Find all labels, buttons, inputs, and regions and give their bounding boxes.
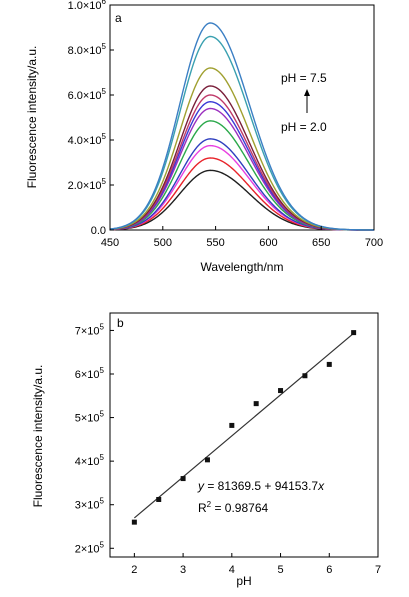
data-point xyxy=(180,476,186,482)
panel-b-y-tick-label-exp: 5 xyxy=(100,540,105,549)
panel-b-x-ticks: 2 3 4 5 6 7 xyxy=(131,553,381,576)
ph-low-annotation: pH = 2.0 xyxy=(281,120,327,134)
panel-a-y-tick-label-mantissa: 0.0 xyxy=(91,225,106,237)
r-squared: R2 = 0.98764 xyxy=(198,500,269,515)
panel-a-y-tick-label-base: ×10 xyxy=(83,45,102,57)
panel-a: a 450 500 550 600 650 700 0.02.0×1054.0×1056.… xyxy=(25,0,383,274)
panel-b-plot-frame xyxy=(109,312,379,558)
ph-high-annotation: pH = 7.5 xyxy=(281,71,327,85)
panel-b-x-tick-label: 2 xyxy=(131,564,137,576)
panel-b-points-group xyxy=(131,330,357,525)
panel-b-y-tick-label-exp: 5 xyxy=(100,497,105,506)
panel-a-y-axis-label: Fluorescence intensity/a.u. xyxy=(25,46,39,189)
panel-b-y-tick-label-exp: 5 xyxy=(100,322,105,331)
panel-b-y-tick-label: 3×105 xyxy=(75,497,105,512)
fit-equation-y: y xyxy=(197,479,205,493)
panel-a-y-tick-label-exp: 5 xyxy=(102,42,107,51)
panel-a-x-tick-label: 450 xyxy=(101,237,119,249)
panel-b-y-tick-label-mantissa: 3×10 xyxy=(75,500,100,512)
panel-b-x-tick-label: 3 xyxy=(180,564,186,576)
panel-a-y-tick-label: 0.0 xyxy=(91,225,106,237)
data-point xyxy=(302,373,308,379)
panel-a-y-tick-label-exp: 5 xyxy=(102,132,107,141)
panel-a-x-ticks: 450 500 550 600 650 700 xyxy=(101,226,383,249)
panel-b-x-axis-label: pH xyxy=(236,574,251,588)
data-point xyxy=(229,422,235,428)
panel-b-y-tick-label-mantissa: 2×10 xyxy=(75,543,100,555)
panel-a-y-tick-label: 2.0×105 xyxy=(68,177,107,192)
panel-a-y-tick-label-mantissa: 8.0 xyxy=(68,45,83,57)
panel-a-y-tick-label-exp: 6 xyxy=(102,0,107,6)
panel-b-fit-group xyxy=(133,332,355,519)
panel-a-y-tick-label: 6.0×105 xyxy=(68,87,107,102)
panel-b-y-tick-label: 2×105 xyxy=(75,540,105,555)
panel-a-x-tick-label: 500 xyxy=(154,237,172,249)
panel-a-label: a xyxy=(115,11,122,25)
panel-b-y-tick-label: 6×105 xyxy=(75,366,105,381)
panel-a-y-tick-label-base: ×10 xyxy=(83,135,102,147)
panel-b-y-tick-label-exp: 5 xyxy=(100,453,105,462)
panel-a-y-tick-label-base: ×10 xyxy=(83,0,102,12)
r-squared-value: = 0.98764 xyxy=(211,501,268,515)
fit-equation: y = 81369.5 + 94153.7x xyxy=(197,479,325,493)
panel-a-x-tick-label: 700 xyxy=(365,237,383,249)
panel-a-y-tick-label-base: ×10 xyxy=(83,180,102,192)
panel-a-x-tick-label: 600 xyxy=(259,237,277,249)
panel-b-y-tick-label-exp: 5 xyxy=(100,366,105,375)
panel-a-y-tick-label: 1.0×106 xyxy=(68,0,107,12)
panel-b-x-tick-label: 5 xyxy=(277,564,283,576)
panel-b-x-tick-label: 6 xyxy=(326,564,332,576)
panel-b-x-tick-label: 7 xyxy=(375,564,381,576)
panel-a-y-tick-label-exp: 5 xyxy=(102,177,107,186)
data-point xyxy=(278,388,284,394)
panel-a-series-group xyxy=(109,22,375,231)
ph-arrow-head xyxy=(304,89,310,96)
panel-a-y-tick-label: 4.0×105 xyxy=(68,132,107,147)
panel-a-y-tick-label-mantissa: 2.0 xyxy=(68,180,83,192)
r-squared-sup: 2 xyxy=(207,500,212,509)
fit-line xyxy=(133,332,355,519)
panel-b-y-tick-label: 4×105 xyxy=(75,453,105,468)
panel-a-plot-frame xyxy=(109,4,375,231)
fit-equation-body: = 81369.5 + 94153.7 xyxy=(204,479,318,493)
data-point xyxy=(253,401,259,407)
fit-equation-x: x xyxy=(317,479,325,493)
panel-a-y-tick-label-mantissa: 1.0 xyxy=(68,0,83,12)
panel-a-y-tick-label-mantissa: 4.0 xyxy=(68,135,83,147)
panel-a-x-axis-label: Wavelength/nm xyxy=(201,260,284,274)
data-point xyxy=(131,519,137,525)
panel-b-label: b xyxy=(117,316,124,330)
panel-b-y-tick-label-mantissa: 7×10 xyxy=(75,325,100,337)
data-point xyxy=(204,457,210,463)
data-point xyxy=(351,330,357,336)
panel-a-y-tick-label: 8.0×105 xyxy=(68,42,107,57)
panel-a-x-tick-label: 650 xyxy=(312,237,330,249)
panel-b-y-tick-label-mantissa: 6×10 xyxy=(75,369,100,381)
panel-b-y-tick-label: 7×105 xyxy=(75,322,105,337)
r-squared-r: R xyxy=(198,501,207,515)
panel-b-y-tick-label-exp: 5 xyxy=(100,410,105,419)
panel-b-x-tick-label: 4 xyxy=(229,564,235,576)
panel-b-y-tick-label: 5×105 xyxy=(75,410,105,425)
panel-a-y-tick-label-base: ×10 xyxy=(83,90,102,102)
data-point xyxy=(156,496,162,502)
data-point xyxy=(326,361,332,367)
panel-a-y-tick-label-exp: 5 xyxy=(102,87,107,96)
panel-b-y-tick-label-mantissa: 5×10 xyxy=(75,413,100,425)
panel-b-y-tick-label-mantissa: 4×10 xyxy=(75,456,100,468)
panel-a-x-tick-label: 550 xyxy=(206,237,224,249)
panel-b-y-axis-label: Fluorescence intensity/a.u. xyxy=(31,365,45,508)
panel-a-y-tick-label-mantissa: 6.0 xyxy=(68,90,83,102)
spectrum-line-12 xyxy=(109,22,375,231)
